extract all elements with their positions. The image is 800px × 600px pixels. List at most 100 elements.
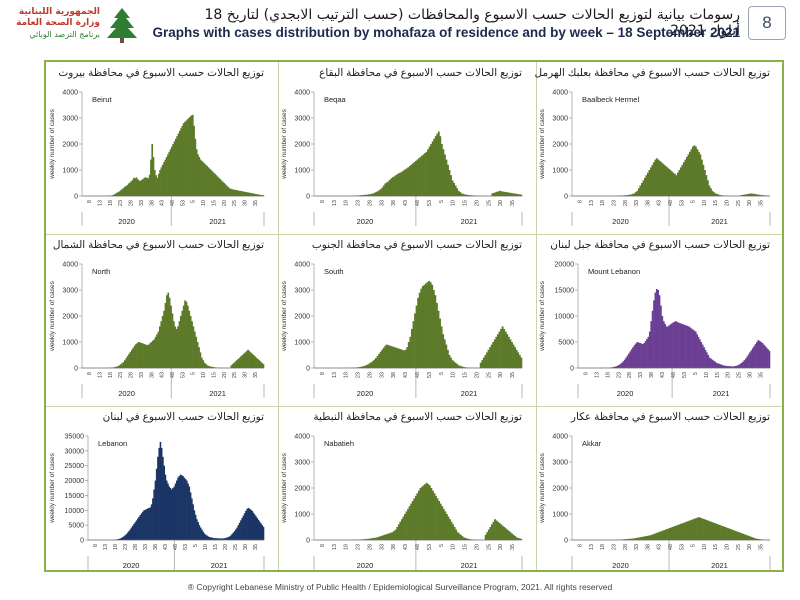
bar	[750, 536, 753, 540]
bar	[747, 193, 750, 196]
bar	[198, 347, 200, 368]
week-tick-label: 28	[367, 544, 373, 550]
bar	[508, 192, 511, 196]
bar	[250, 509, 252, 540]
bar	[504, 331, 507, 368]
bar	[409, 336, 412, 368]
bar	[667, 528, 670, 540]
week-tick-label: 23	[356, 544, 362, 550]
grid-divider	[46, 234, 782, 235]
bar	[502, 191, 504, 196]
bar	[503, 191, 506, 196]
bar	[156, 334, 158, 368]
bar	[194, 138, 197, 196]
bar	[126, 532, 129, 540]
week-tick-label: 43	[160, 200, 166, 206]
bar	[359, 195, 362, 196]
bar	[678, 524, 681, 540]
bar	[357, 367, 360, 368]
bar	[732, 530, 735, 540]
bar	[116, 192, 118, 196]
bar	[639, 537, 642, 540]
bar	[496, 191, 498, 196]
bar	[388, 533, 391, 540]
bar	[147, 344, 150, 368]
bar	[705, 175, 708, 196]
bar	[431, 141, 434, 196]
week-tick-label: 23	[616, 372, 622, 378]
bar	[679, 323, 682, 368]
bar	[672, 322, 675, 368]
bar	[193, 510, 196, 540]
bar	[695, 146, 697, 196]
bar	[733, 366, 736, 368]
week-tick-label: 38	[153, 544, 159, 550]
bar	[177, 133, 180, 196]
week-tick-label: 43	[403, 372, 409, 378]
bar	[206, 535, 208, 540]
bar	[653, 533, 656, 540]
bar	[237, 190, 240, 196]
bar	[372, 537, 375, 540]
week-tick-label: 15	[211, 372, 217, 378]
bar	[211, 537, 213, 540]
bar	[503, 527, 506, 540]
bar	[251, 353, 254, 368]
bar	[406, 347, 409, 368]
bar	[495, 520, 498, 540]
bar	[630, 349, 633, 368]
bar	[481, 360, 484, 368]
bar	[410, 503, 413, 540]
bar	[118, 191, 121, 196]
bar	[225, 537, 227, 540]
bar	[245, 192, 248, 196]
bar	[684, 522, 686, 540]
bar	[752, 537, 754, 540]
bar	[696, 517, 699, 540]
bar	[371, 361, 374, 368]
week-tick-label: 30	[243, 544, 249, 550]
bar	[455, 529, 458, 540]
bar	[201, 357, 203, 368]
week-tick-label: 5	[191, 372, 197, 375]
bar	[447, 516, 450, 540]
bar	[447, 164, 449, 196]
bar	[699, 154, 702, 196]
bar	[215, 175, 218, 196]
bar	[172, 488, 174, 540]
bar	[744, 358, 747, 368]
bar	[159, 326, 161, 368]
bar	[767, 349, 769, 368]
bar	[416, 493, 419, 540]
bar	[238, 357, 241, 368]
bar	[411, 501, 414, 540]
bar	[230, 365, 233, 368]
bar	[746, 194, 748, 196]
bar	[385, 534, 388, 540]
bar	[623, 359, 626, 368]
bar	[633, 345, 636, 368]
bar	[227, 186, 229, 196]
bar	[629, 194, 631, 196]
week-tick-label: 5	[193, 544, 199, 547]
week-tick-label: 8	[320, 544, 326, 547]
bar	[497, 191, 500, 196]
bar	[174, 326, 177, 368]
bar	[658, 295, 661, 368]
bar	[432, 290, 435, 368]
bar	[744, 194, 747, 196]
y-tick-label: 3000	[552, 116, 568, 123]
bar	[445, 514, 448, 540]
bar	[144, 177, 147, 196]
bar	[716, 523, 718, 540]
bar	[643, 343, 646, 368]
y-tick-label: 10000	[65, 508, 85, 515]
bar	[118, 538, 120, 540]
bar	[174, 138, 177, 196]
bar	[684, 159, 687, 196]
bar	[236, 527, 238, 540]
y-tick-label: 0	[564, 538, 568, 545]
bar	[498, 523, 501, 540]
bar	[680, 523, 682, 540]
